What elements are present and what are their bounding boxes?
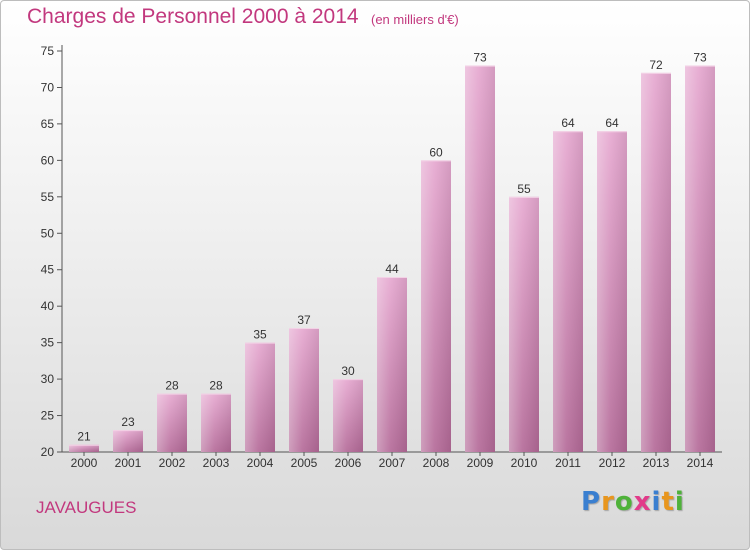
chart-title: Charges de Personnel 2000 à 2014 [27, 5, 359, 28]
bar-2011 [553, 131, 583, 452]
bar-shine [553, 131, 583, 452]
x-tick-label: 2010 [511, 456, 538, 470]
logo-letter: o [614, 487, 634, 517]
data-label: 23 [121, 415, 135, 429]
x-tick-label: 2001 [115, 456, 142, 470]
data-label: 64 [561, 116, 575, 130]
bar-2000 [69, 444, 99, 452]
bar-2008 [421, 160, 451, 452]
logo-letter: P [581, 487, 602, 517]
data-label: 35 [253, 328, 267, 342]
x-tick-label: 2009 [467, 456, 494, 470]
y-tick-label: 50 [41, 226, 55, 240]
bar-shine [597, 131, 627, 452]
bar-2001 [113, 430, 143, 452]
chart-subtitle: (en milliers d'€) [371, 12, 459, 27]
data-label: 28 [209, 379, 223, 393]
logo-letter: x [633, 487, 652, 517]
x-tick-label: 2012 [599, 456, 626, 470]
data-label: 21 [77, 430, 91, 444]
y-tick-label: 60 [41, 153, 55, 167]
x-tick-label: 2000 [71, 456, 98, 470]
x-tick-label: 2005 [291, 456, 318, 470]
logo-letter: t [661, 487, 675, 517]
data-label: 37 [297, 313, 311, 327]
data-label: 28 [165, 379, 179, 393]
bar-shine [509, 196, 539, 452]
bar-shine [69, 444, 99, 452]
data-label: 30 [341, 364, 355, 378]
data-labels: 21 23 28 28 35 37 30 44 60 73 55 64 64 72 73 [77, 51, 707, 444]
data-label: 64 [605, 116, 619, 130]
bar-shine [157, 393, 187, 452]
bar-shine [685, 65, 715, 452]
x-tick-label: 2011 [555, 456, 581, 470]
logo-letter: r [601, 487, 615, 517]
bar-shine [201, 393, 231, 452]
x-tick-label: 2014 [687, 456, 714, 470]
bars [69, 65, 715, 452]
x-tick-label: 2007 [379, 456, 406, 470]
bar-shine [641, 72, 671, 452]
y-tick-label: 65 [41, 117, 55, 131]
bar-shine [465, 65, 495, 452]
y-tick-label: 40 [41, 299, 55, 313]
bar-2006 [333, 379, 363, 452]
bar-2012 [597, 131, 627, 452]
proxiti-logo: Proxiti [581, 487, 685, 517]
y-tick-label: 75 [41, 44, 55, 58]
y-tick-label: 35 [41, 336, 55, 350]
bar-2005 [289, 328, 319, 452]
y-tick-label: 55 [41, 190, 55, 204]
x-tick-label: 2013 [643, 456, 670, 470]
data-label: 73 [473, 51, 487, 65]
y-tick-label: 25 [41, 409, 55, 423]
y-tick-label: 70 [41, 80, 55, 94]
x-tick-label: 2004 [247, 456, 274, 470]
bar-shine [421, 160, 451, 452]
data-label: 73 [693, 51, 707, 65]
bar-shine [245, 342, 275, 452]
data-label: 55 [517, 182, 531, 196]
bar-2009 [465, 65, 495, 452]
data-label: 44 [385, 262, 399, 276]
bar-2010 [509, 196, 539, 452]
bar-shine [333, 379, 363, 452]
bar-2007 [377, 277, 407, 452]
y-tick-label: 30 [41, 372, 55, 386]
bar-shine [377, 277, 407, 452]
bar-shine [289, 328, 319, 452]
data-label: 60 [429, 145, 443, 159]
x-tick-label: 2006 [335, 456, 362, 470]
bar-2014 [685, 65, 715, 452]
y-tick-label: 20 [41, 445, 55, 459]
y-tick-label: 45 [41, 263, 55, 277]
data-label: 72 [649, 58, 663, 72]
bar-2013 [641, 72, 671, 452]
logo-letter: i [651, 487, 662, 517]
bar-shine [113, 430, 143, 452]
bar-2003 [201, 393, 231, 452]
x-tick-label: 2002 [159, 456, 186, 470]
x-tick-label: 2003 [203, 456, 230, 470]
x-tick-label: 2008 [423, 456, 450, 470]
logo-letter: i [674, 487, 685, 517]
bar-2002 [157, 393, 187, 452]
commune-name: JAVAUGUES [36, 498, 137, 517]
bar-2004 [245, 342, 275, 452]
